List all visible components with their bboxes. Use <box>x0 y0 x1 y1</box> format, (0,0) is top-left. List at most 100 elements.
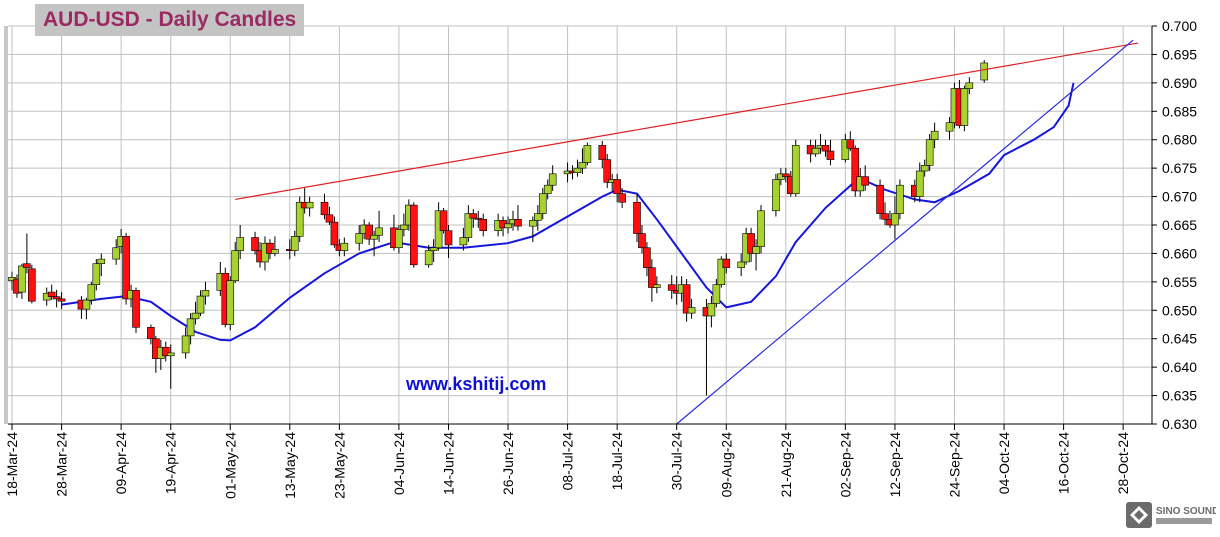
candle-body <box>409 204 418 266</box>
y-tick-label: 0.685 <box>1162 103 1197 119</box>
candle-body <box>543 184 552 195</box>
x-tick-label: 19-Apr-24 <box>163 432 179 494</box>
candle <box>757 205 765 254</box>
candle-body <box>112 247 120 260</box>
candle <box>603 153 612 189</box>
resistance-trendline <box>235 42 1139 201</box>
y-tick-label: 0.640 <box>1162 359 1197 375</box>
x-tick-label: 12-Sep-24 <box>887 432 903 498</box>
candle-body <box>266 242 274 254</box>
candle <box>479 213 488 237</box>
candle <box>474 210 483 228</box>
candle-body <box>891 213 899 226</box>
candle <box>881 202 889 225</box>
candle <box>97 253 106 277</box>
y-tick-label: 0.660 <box>1162 245 1197 261</box>
candle-body <box>469 213 478 219</box>
candle <box>980 60 989 83</box>
candle-body <box>529 220 537 227</box>
candle <box>682 279 691 322</box>
candle <box>459 227 468 251</box>
candle-body <box>573 167 582 173</box>
candle-body <box>643 247 651 268</box>
candle-body <box>752 246 760 254</box>
candle <box>320 193 329 220</box>
candle-body <box>251 237 259 251</box>
candle-body <box>236 237 244 251</box>
candle <box>429 239 438 262</box>
candle <box>747 227 755 262</box>
candle-body <box>18 265 26 293</box>
candle-body <box>618 193 626 203</box>
candle-body <box>97 258 106 264</box>
candle <box>330 216 339 248</box>
candle <box>305 196 314 217</box>
candle <box>891 196 899 240</box>
candle-body <box>548 173 557 186</box>
candle-body <box>231 250 240 282</box>
candle <box>439 207 448 234</box>
y-tick-label: 0.690 <box>1162 75 1197 91</box>
x-tick-label: 04-Jun-24 <box>391 432 407 495</box>
x-tick-label: 04-Oct-24 <box>996 432 1012 494</box>
candle <box>573 159 582 177</box>
chart-title: AUD-USD - Daily Candles <box>35 4 305 36</box>
candle-body <box>896 184 904 214</box>
candle-body <box>464 213 473 238</box>
candle <box>191 301 200 325</box>
x-tick-label: 24-Sep-24 <box>946 432 962 498</box>
x-tick-label: 26-Jun-24 <box>500 432 516 495</box>
candle <box>57 292 66 310</box>
candle-body <box>782 173 790 177</box>
candle <box>271 236 279 257</box>
candle-body <box>82 299 91 310</box>
candle <box>841 134 850 163</box>
candle <box>409 202 418 268</box>
candle <box>667 275 676 299</box>
candle <box>737 253 745 277</box>
candle-body <box>226 280 235 325</box>
candle-body <box>23 263 31 268</box>
candle <box>772 173 780 217</box>
candle-body <box>355 233 364 244</box>
candle <box>147 324 155 345</box>
x-tick-label: 28-Mar-24 <box>54 432 70 497</box>
candle <box>578 148 587 174</box>
candle <box>18 263 26 299</box>
candle <box>514 205 522 231</box>
candle-body <box>290 236 299 251</box>
candle-body <box>846 139 855 149</box>
x-tick-label: 18-Mar-24 <box>4 432 20 497</box>
candle-body <box>295 201 304 237</box>
candle <box>583 142 592 166</box>
candle-body <box>166 352 175 357</box>
candle-body <box>578 162 587 169</box>
candle <box>965 77 974 95</box>
candle-body <box>395 229 403 249</box>
candle-body <box>603 159 612 183</box>
candle <box>226 276 235 331</box>
candle <box>290 230 299 257</box>
candle-body <box>181 335 190 354</box>
candle-body <box>757 210 765 247</box>
candle-body <box>191 312 200 320</box>
candle-body <box>92 263 101 286</box>
x-axis-ticks: 18-Mar-24 28-Mar-24 09-Apr-24 19-Apr-24 01-M… <box>4 424 1131 499</box>
x-tick-label: 02-Sep-24 <box>837 432 853 498</box>
candle <box>295 196 304 243</box>
candle-body <box>876 184 884 214</box>
candle-body <box>920 165 929 172</box>
candle <box>821 139 830 157</box>
candle <box>469 209 478 228</box>
candle <box>687 298 696 319</box>
candle-body <box>826 150 835 160</box>
y-axis-ticks: 0.630 0.635 0.640 0.645 0.650 0.655 0.660 0.665… <box>1152 18 1197 432</box>
candle-body <box>504 223 512 229</box>
y-tick-label: 0.630 <box>1162 416 1197 432</box>
candle <box>533 205 542 231</box>
candle-body <box>439 210 448 231</box>
candle <box>920 159 929 177</box>
candle-body <box>271 249 279 254</box>
candle-body <box>370 234 378 240</box>
y-tick-label: 0.645 <box>1162 331 1197 347</box>
